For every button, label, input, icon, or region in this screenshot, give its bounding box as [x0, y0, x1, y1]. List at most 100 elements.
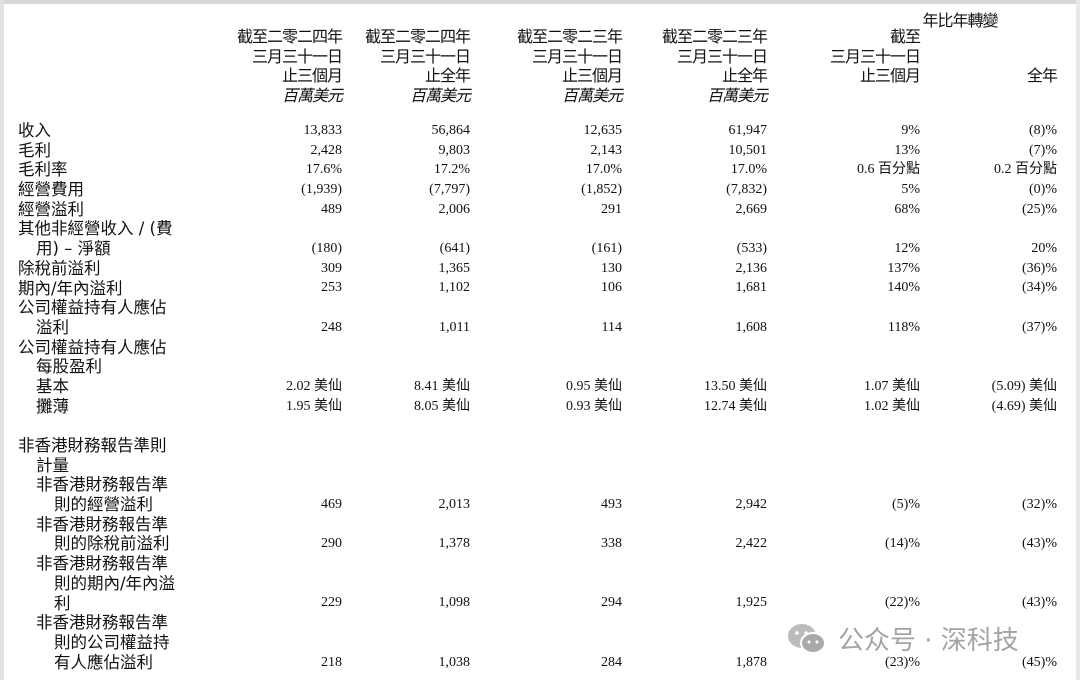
column-unit: 百萬美元 — [561, 86, 623, 106]
cell-value: (37)% — [1022, 319, 1057, 335]
column-header-line — [1027, 47, 1057, 67]
row-label-line: 非香港財務報告準 — [36, 514, 168, 534]
cell-value: 13% — [894, 142, 920, 158]
table-row: 經營溢利 489 2,006 291 2,669 68% (25)% — [0, 200, 1080, 220]
row-label: 其他非經營收入 / (費 用) – 淨額 — [0, 219, 1080, 258]
table-row: 非香港財務報告準 則的期內/年內溢利 229 1,098 294 1,925 (22)% (4… — [0, 554, 1080, 613]
row-label-line: 有人應佔溢利 — [54, 652, 153, 672]
column-header-line: 止全年 — [424, 66, 471, 86]
column-header-line: 止三個月 — [281, 66, 343, 86]
wechat-icon — [788, 623, 826, 654]
cell-value: (5)% — [892, 497, 920, 513]
cell-value: 20% — [1031, 241, 1057, 257]
cell-value: 8.05 美仙 — [414, 398, 470, 414]
cell-value: (161) — [591, 241, 622, 257]
row-label — [0, 416, 1080, 436]
cell-value: (45)% — [1022, 654, 1057, 670]
cell-value: (36)% — [1022, 260, 1057, 276]
cell-value: (8)% — [1029, 122, 1057, 138]
row-label: 非香港財務報告準 則的除稅前溢利 — [0, 515, 1080, 554]
cell-value: (43)% — [1022, 536, 1057, 552]
row-label: 經營費用 — [0, 180, 1080, 200]
table-row: 基本 2.02 美仙 8.41 美仙 0.95 美仙 13.50 美仙 1.07 美仙 (5… — [0, 377, 1080, 397]
cell-value: 17.0% — [585, 162, 622, 178]
cell-value: 2,428 — [310, 142, 343, 158]
row-label-line: 除稅前溢利 — [18, 258, 101, 278]
row-label-line: 毛利率 — [18, 160, 68, 180]
cell-value: 2,006 — [438, 201, 471, 217]
cell-value: 9% — [901, 122, 920, 138]
row-label: 收入 — [0, 121, 1080, 141]
column-header-5: 全年 — [1027, 27, 1058, 86]
cell-value: 0.2 百分點 — [994, 162, 1057, 178]
cell-value: 291 — [601, 201, 622, 217]
row-label-line: 毛利 — [18, 140, 51, 160]
cell-value: (7,832) — [726, 182, 767, 198]
cell-value: (4.69) 美仙 — [991, 398, 1057, 414]
column-header-line: 三月三十一日 — [676, 46, 768, 66]
column-header-line: 截至二零二三年 — [661, 27, 768, 46]
column-header-1: 截至二零二四年 三月三十一日 止全年 百萬美元 — [364, 27, 471, 106]
cell-value: 229 — [321, 595, 342, 611]
cell-value: (7,797) — [429, 182, 470, 198]
row-label-line: 其他非經營收入 / (費 — [18, 219, 173, 239]
cell-value: 489 — [321, 201, 342, 217]
column-header-line: 止全年 — [721, 66, 768, 86]
row-label-line: 每股盈利 — [36, 357, 102, 377]
financial-table: 收入 13,833 56,864 12,635 61,947 9% (8)% 毛利 2,428 9… — [0, 121, 1080, 672]
row-label: 非香港財務報告準則 計量 — [0, 436, 1080, 475]
cell-value: 9,803 — [438, 142, 471, 158]
column-unit: 百萬美元 — [706, 86, 768, 106]
table-row: 公司權益持有人應佔 每股盈利 — [0, 338, 1080, 377]
cell-value: 12% — [894, 241, 920, 257]
cell-value: 1,011 — [439, 319, 470, 335]
row-label-line: 則的除稅前溢利 — [54, 534, 170, 554]
cell-value: 17.2% — [433, 162, 470, 178]
cell-value: (641) — [439, 241, 470, 257]
row-label: 經營溢利 — [0, 200, 1080, 220]
cell-value: (25)% — [1022, 201, 1057, 217]
cell-value: 1,038 — [438, 654, 471, 670]
watermark-text: 公众号 · 深科技 — [838, 626, 1019, 656]
cell-value: (34)% — [1022, 280, 1057, 296]
column-header-line: 截至 — [889, 27, 921, 46]
cell-value: 118% — [887, 319, 920, 335]
cell-value: 2,136 — [735, 260, 768, 276]
cell-value: 248 — [321, 319, 342, 335]
column-header-line: 止三個月 — [561, 66, 623, 86]
column-header-4: 截至 三月三十一日 止三個月 — [830, 27, 921, 86]
cell-value: (14)% — [885, 536, 920, 552]
cell-value: 13,833 — [303, 122, 343, 138]
cell-value: 253 — [321, 280, 342, 296]
table-row: 其他非經營收入 / (費 用) – 淨額 (180) (641) (161) (533) 1… — [0, 219, 1080, 258]
cell-value: 493 — [601, 497, 622, 513]
cell-value: 68% — [894, 201, 920, 217]
cell-value: 1.95 美仙 — [286, 398, 342, 414]
cell-value: 1,102 — [438, 280, 471, 296]
frame-border-top — [0, 0, 1080, 4]
cell-value: 1,365 — [438, 260, 471, 276]
table-row: 非香港財務報告準 則的經營溢利 469 2,013 493 2,942 (5)% (32)% — [0, 475, 1080, 514]
cell-value: (180) — [311, 241, 342, 257]
column-header-line: 截至二零二四年 — [364, 27, 471, 46]
row-label-line — [0, 416, 1080, 436]
table-row: 收入 13,833 56,864 12,635 61,947 9% (8)% — [0, 121, 1080, 141]
cell-value: 218 — [321, 654, 342, 670]
cell-value: 1.02 美仙 — [864, 398, 920, 414]
yoy-change-header: 年比年轉變 — [922, 11, 998, 30]
row-label-line: 公司權益持有人應佔 — [18, 298, 167, 318]
cell-value: (23)% — [885, 654, 920, 670]
cell-value: 8.41 美仙 — [414, 378, 470, 394]
table-row: 毛利 2,428 9,803 2,143 10,501 13% (7)% — [0, 141, 1080, 161]
cell-value: 309 — [321, 260, 342, 276]
cell-value: 114 — [601, 319, 622, 335]
row-label: 基本 — [0, 377, 1080, 397]
frame-border-right — [1076, 0, 1080, 680]
cell-value: 294 — [601, 595, 622, 611]
row-label-line: 非香港財務報告準 — [36, 613, 168, 633]
row-label-line: 經營溢利 — [18, 199, 84, 219]
cell-value: 284 — [601, 654, 622, 670]
row-label: 期內/年內溢利 — [0, 279, 1080, 299]
cell-value: (1,939) — [301, 182, 342, 198]
cell-value: 1,608 — [735, 319, 768, 335]
